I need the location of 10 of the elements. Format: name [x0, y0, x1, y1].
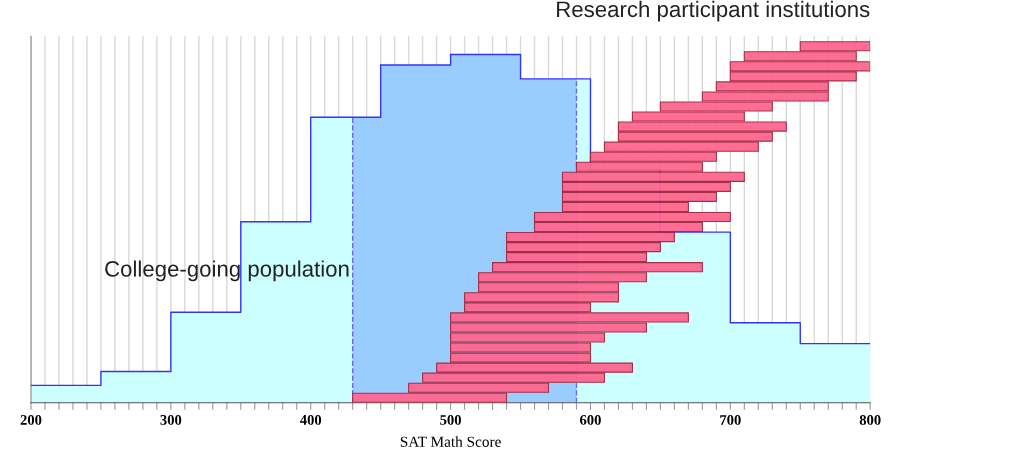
- x-tick-label: 500: [440, 415, 461, 425]
- x-tick-label: 800: [859, 415, 881, 425]
- x-tick-label: 600: [580, 415, 601, 425]
- x-tick-label: 400: [299, 415, 322, 425]
- x-axis-title: SAT Math Score: [400, 436, 501, 447]
- series-label: Research participant institutions: [557, 0, 870, 22]
- annotation: College-going population: [105, 260, 349, 282]
- x-tick-label: 300: [160, 415, 182, 425]
- x-tick-label: 700: [720, 415, 741, 425]
- x-tick-label: 200: [20, 415, 42, 425]
